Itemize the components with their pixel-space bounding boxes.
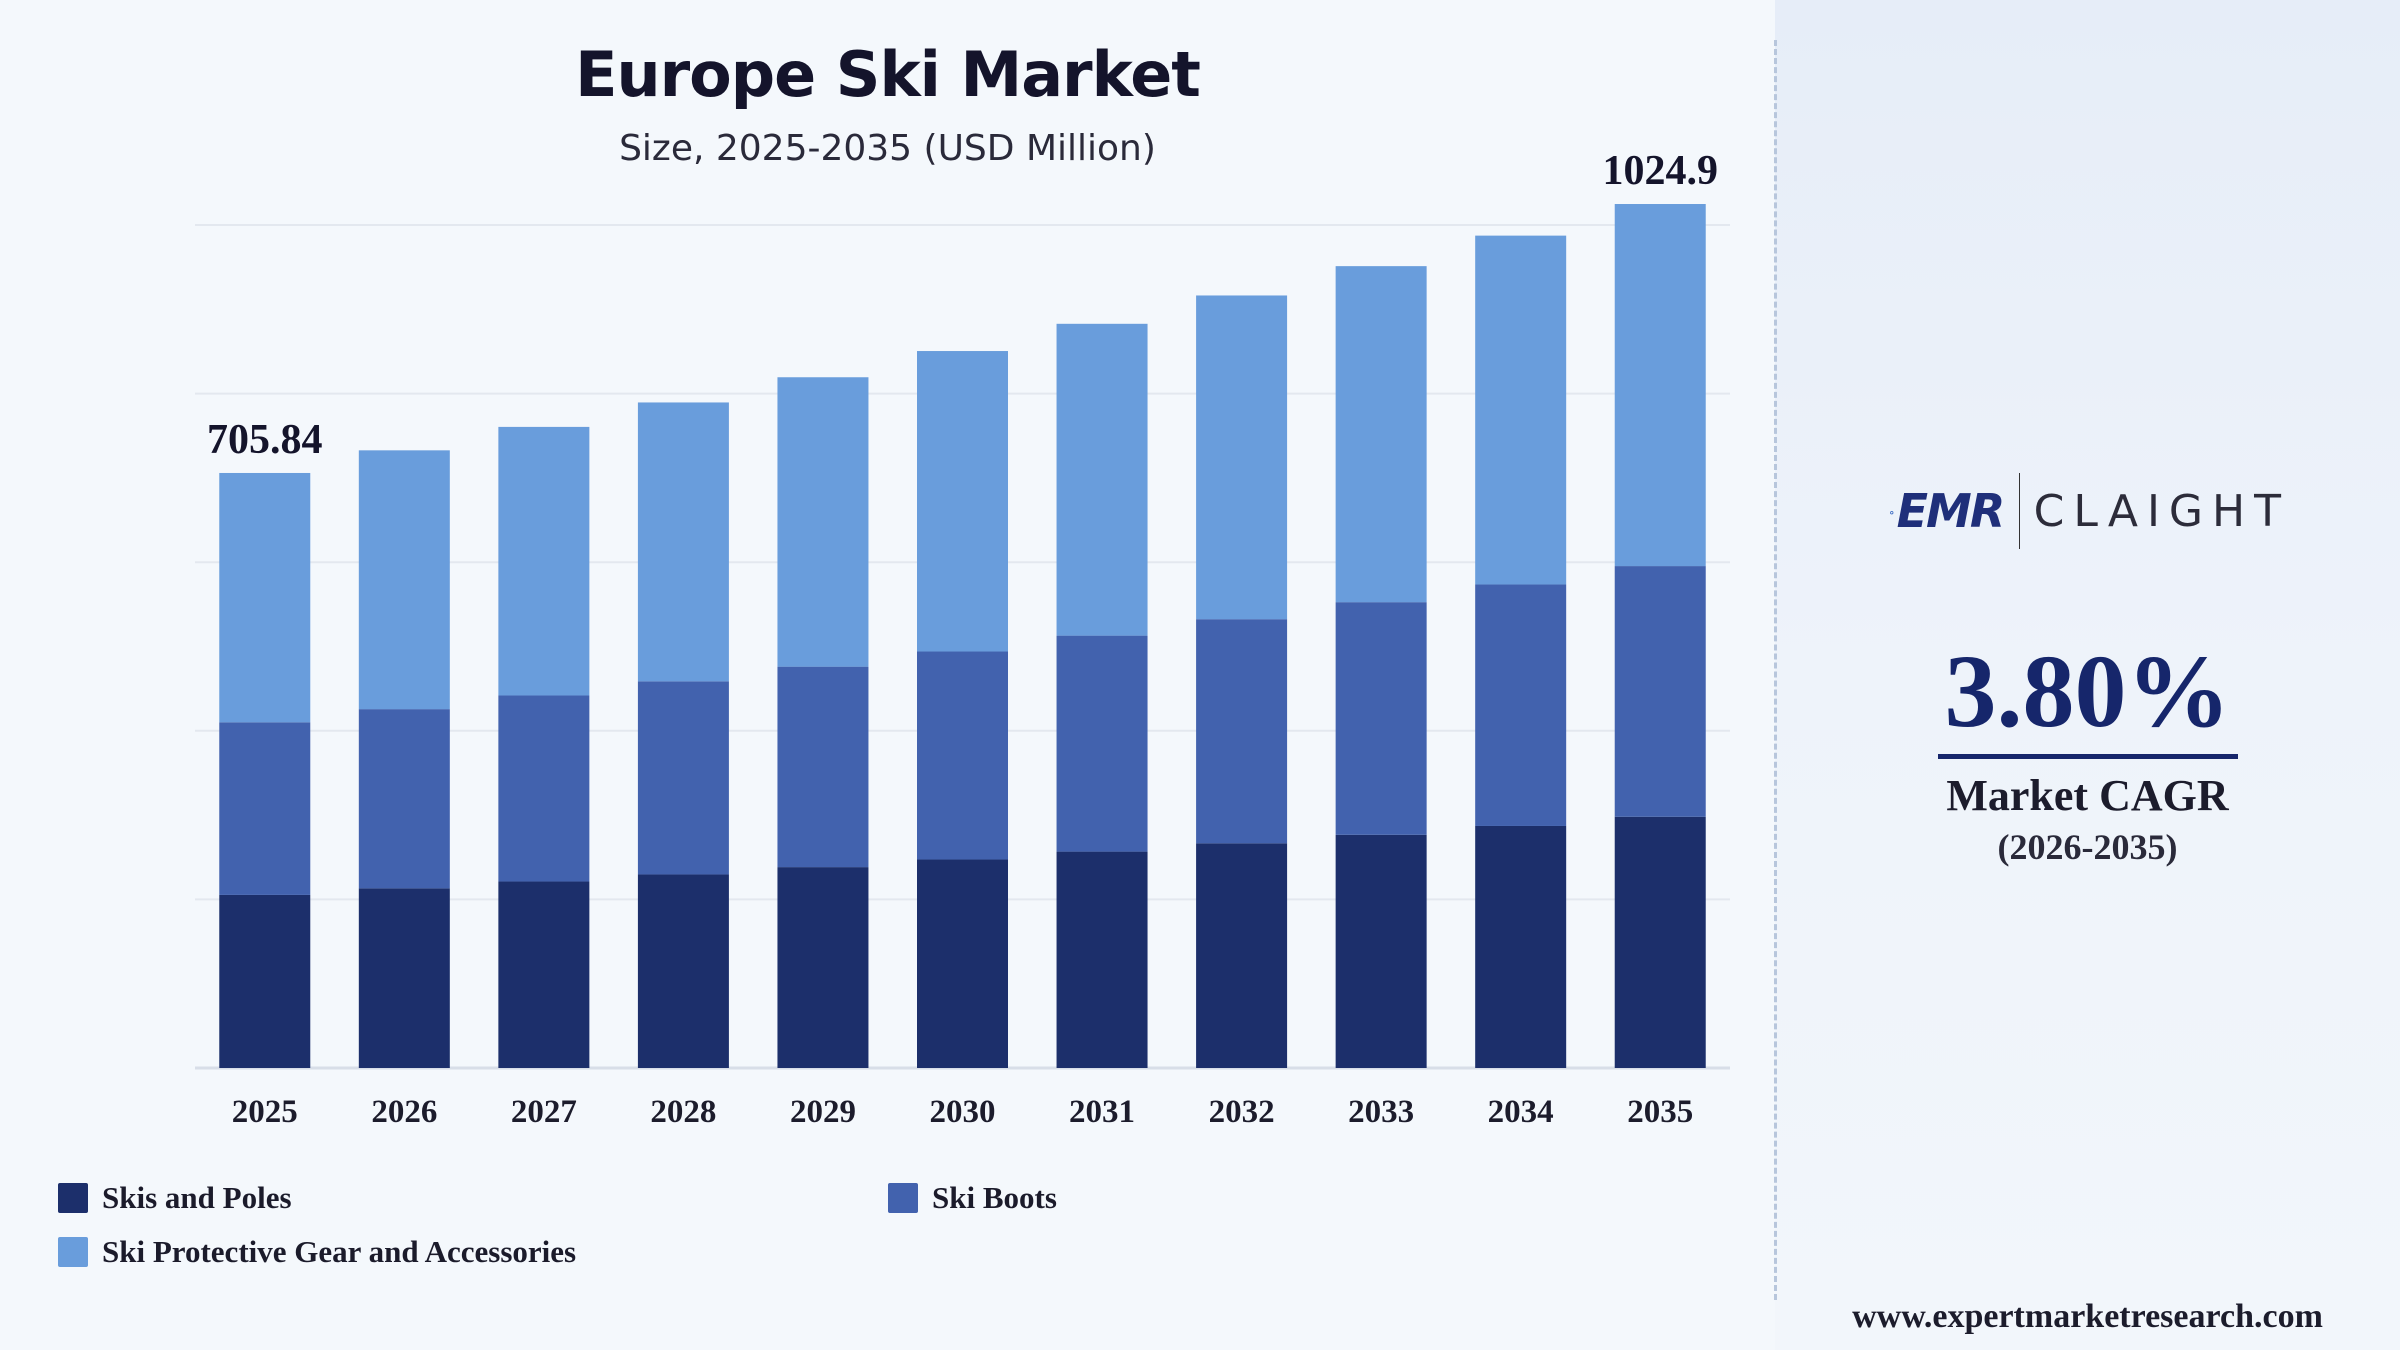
data-label-2035: 1024.9 (1602, 148, 1718, 194)
bar-segment-ski-boots-2035 (1614, 566, 1706, 817)
cagr-label: Market CAGR (1946, 771, 2229, 820)
bar-segment-protective-gear-2026 (358, 450, 450, 710)
bar-segment-ski-boots-2029 (777, 666, 869, 868)
legend-label: Ski Boots (932, 1180, 1057, 1215)
bar-segment-ski-boots-2031 (1056, 635, 1148, 852)
panel-divider (1774, 40, 1777, 1300)
x-tick-label: 2030 (930, 1094, 996, 1130)
x-tick-label: 2025 (232, 1094, 298, 1130)
bar-segment-protective-gear-2034 (1475, 235, 1567, 585)
stacked-bar-chart: 2025 705.84 2026 2027 2028 2029 2030 2031 2032 20… (195, 148, 1730, 1130)
logo-claight-text: CLAIGHT (2033, 485, 2290, 537)
website-url: www.expertmarketresearch.com (1852, 1298, 2323, 1335)
bar-segment-skis-and-poles-2030 (917, 859, 1008, 1068)
bar-segment-skis-and-poles-2034 (1475, 825, 1567, 1068)
bar-segment-ski-boots-2025 (219, 722, 311, 895)
legend-item-skis-and-poles: Skis and Poles (58, 1180, 292, 1216)
bar-segment-skis-and-poles-2025 (219, 894, 311, 1068)
x-tick-label: 2029 (790, 1094, 856, 1130)
bar-segment-protective-gear-2033 (1335, 266, 1427, 603)
x-tick-label: 2027 (511, 1094, 577, 1130)
x-tick-label: 2028 (650, 1094, 716, 1130)
legend-label: Skis and Poles (102, 1180, 292, 1215)
x-tick-label: 2031 (1069, 1094, 1135, 1130)
x-tick-label: 2034 (1488, 1094, 1554, 1130)
bar-segment-protective-gear-2030 (917, 351, 1008, 652)
x-tick-label: 2035 (1627, 1094, 1693, 1130)
data-label-2025: 705.84 (207, 417, 323, 463)
chart-subtitle: Size, 2025-2035 (USD Million) (619, 128, 1156, 169)
bar-segment-ski-boots-2027 (498, 695, 590, 882)
bar-segment-protective-gear-2028 (637, 402, 729, 682)
legend-item-ski-boots: Ski Boots (888, 1180, 1057, 1216)
cagr-value: 3.80% (1944, 634, 2231, 749)
bar-segment-skis-and-poles-2032 (1196, 843, 1288, 1068)
bar-segment-ski-boots-2033 (1335, 602, 1427, 835)
bar-segment-skis-and-poles-2035 (1614, 816, 1706, 1068)
bar-segment-skis-and-poles-2029 (777, 867, 869, 1068)
bar-segment-ski-boots-2026 (358, 709, 450, 889)
logo-mark-icon (1890, 511, 1894, 515)
bar-segment-protective-gear-2029 (777, 377, 869, 667)
x-tick-label: 2032 (1209, 1094, 1275, 1130)
legend-item-protective-gear: Ski Protective Gear and Accessories (58, 1234, 576, 1270)
bar-segment-skis-and-poles-2028 (637, 874, 729, 1068)
x-tick-label: 2033 (1348, 1094, 1414, 1130)
bar-segment-skis-and-poles-2026 (358, 888, 450, 1068)
bar-segment-ski-boots-2034 (1475, 584, 1567, 826)
chart-title: Europe Ski Market (575, 38, 1201, 111)
cagr-period: (2026-2035) (1997, 827, 2178, 867)
legend-label: Ski Protective Gear and Accessories (102, 1234, 577, 1269)
bar-segment-ski-boots-2028 (637, 681, 729, 875)
bar-segment-skis-and-poles-2027 (498, 881, 590, 1068)
bar-segment-protective-gear-2027 (498, 426, 590, 696)
bar-segment-protective-gear-2025 (219, 472, 311, 723)
bar-segment-ski-boots-2032 (1196, 619, 1288, 844)
bar-segment-skis-and-poles-2033 (1335, 834, 1427, 1068)
legend-swatch-skis-and-poles (58, 1183, 88, 1213)
bar-segment-protective-gear-2035 (1614, 204, 1706, 567)
bar-segment-protective-gear-2032 (1196, 295, 1288, 620)
legend-swatch-protective-gear (58, 1237, 88, 1267)
logo-emr-text: EMR (1896, 484, 2006, 538)
emr-claight-logo: EMR CLAIGHT (1890, 466, 2290, 556)
bar-segment-ski-boots-2030 (917, 651, 1008, 860)
x-tick-label: 2026 (371, 1094, 437, 1130)
cagr-underline (1938, 754, 2238, 759)
bar-segment-protective-gear-2031 (1056, 323, 1148, 636)
info-panel (1775, 0, 2400, 1350)
bar-segment-skis-and-poles-2031 (1056, 851, 1148, 1068)
chart-legend: Skis and Poles Ski Boots Ski Protective … (58, 1180, 1758, 1290)
legend-swatch-ski-boots (888, 1183, 918, 1213)
